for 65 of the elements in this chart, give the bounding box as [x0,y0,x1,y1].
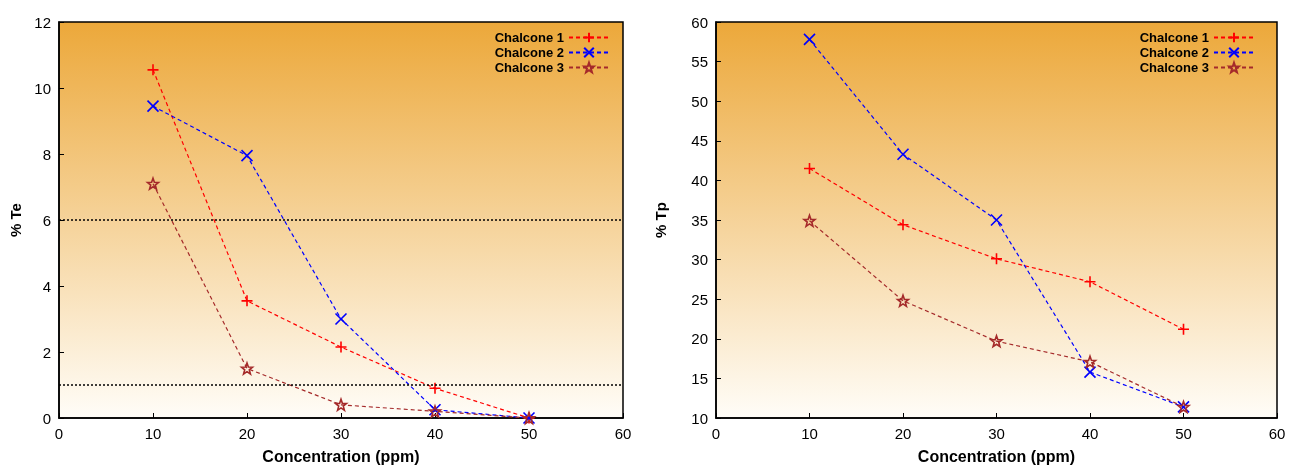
x-tick-label: 30 [332,425,350,442]
x-tick-label: 10 [801,425,818,442]
legend-label: Chalcone 3 [1139,60,1209,75]
point [1177,323,1190,336]
y-tick-label: 35 [691,211,708,229]
x-tick-label: 50 [1175,425,1192,442]
y-tick-label: 45 [691,132,708,150]
x-axis-title: Concentration (ppm) [262,447,420,465]
x-tick-label: 40 [1081,425,1099,442]
y-tick-label: 10 [691,409,708,427]
point [1083,275,1097,289]
y-axis-title: % Te [7,203,24,237]
point [334,398,348,412]
y-axis-title: % Tp [652,202,669,238]
legend-label: Chalcone 2 [1139,45,1209,60]
x-tick-label: 50 [520,425,538,442]
point [990,334,1003,348]
point [146,63,160,77]
point [990,213,1003,227]
y-tick-label: 10 [34,79,51,97]
y-tick-label: 2 [42,343,51,361]
x-tick-label: 60 [614,425,632,442]
y-tick-label: 0 [42,409,51,427]
point [990,252,1003,266]
x-tick-label: 20 [238,425,256,442]
x-tick-label: 0 [711,425,721,442]
x-tick-label: 20 [894,425,912,442]
y-tick-label: 40 [691,171,708,189]
point [240,362,254,375]
point [896,218,910,232]
x-tick-label: 30 [988,425,1005,442]
y-tick-label: 50 [691,92,708,110]
x-tick-label: 0 [54,425,64,442]
legend-label: Chalcone 2 [494,45,564,60]
y-tick-label: 4 [42,277,51,295]
y-tick-label: 15 [691,369,708,387]
y-tick-label: 6 [42,211,51,229]
point [428,382,442,395]
y-tick-label: 20 [691,330,708,348]
x-tick-label: 60 [1268,425,1286,442]
point [334,340,348,354]
point [334,312,348,326]
y-tick-label: 25 [691,290,708,308]
point [240,294,254,308]
point [803,33,816,46]
y-tick-label: 30 [691,251,708,269]
y-tick-label: 60 [691,13,708,31]
point [240,149,254,162]
point [803,214,816,228]
x-axis-title: Concentration (ppm) [917,447,1076,465]
x-tick-label: 10 [144,425,162,442]
point [896,294,910,308]
legend-label: Chalcone 1 [494,30,564,45]
point [1083,355,1097,369]
point [896,147,910,161]
y-tick-label: 55 [691,53,708,71]
x-tick-label: 40 [426,425,444,442]
legend-label: Chalcone 1 [1139,30,1209,45]
point [1083,365,1097,379]
point [146,99,160,113]
y-tick-label: 8 [42,145,51,163]
point [803,162,816,175]
y-tick-label: 12 [34,13,51,31]
point [146,177,160,190]
legend-label: Chalcone 3 [494,60,564,75]
